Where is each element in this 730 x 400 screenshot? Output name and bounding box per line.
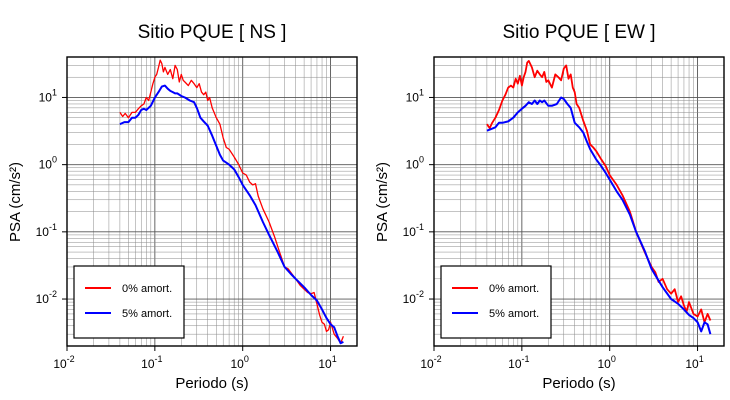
legend: 0% amort. 5% amort.: [73, 265, 185, 339]
legend-box: [440, 265, 552, 339]
grid: [66, 56, 358, 347]
legend-box: [73, 265, 185, 339]
plot-frame: [433, 56, 725, 347]
legend-label-1: 5% amort.: [489, 308, 539, 320]
chart-title: Sitio PQUE [ NS ]: [138, 22, 287, 43]
y-tick-label: 10-2: [36, 289, 57, 306]
plot-frame: [66, 56, 358, 347]
x-axis-label: Periodo (s): [175, 375, 248, 392]
y-tick-label: 10-1: [403, 222, 424, 239]
x-tick-label: 101: [318, 354, 336, 371]
series-line-1: [486, 96, 712, 335]
legend-label-0: 0% amort.: [489, 283, 539, 295]
x-tick-label: 10-1: [508, 354, 529, 371]
y-axis-label: PSA (cm/s²): [7, 162, 24, 242]
tick-labels: 10-2 10-1 100 101 10-2 10-1 100 101: [36, 87, 337, 371]
x-tick-label: 10-2: [53, 354, 74, 371]
x-tick-label: 100: [231, 354, 249, 371]
x-tick-label: 10-1: [141, 354, 162, 371]
legend-label-0: 0% amort.: [122, 283, 172, 295]
series-line-1: [119, 84, 344, 345]
y-axis-label: PSA (cm/s²): [374, 162, 391, 242]
y-tick-label: 100: [39, 155, 57, 172]
x-axis-label: Periodo (s): [542, 375, 615, 392]
series-group: [486, 60, 712, 335]
y-tick-label: 100: [406, 155, 424, 172]
series-line-0: [486, 60, 712, 324]
chart-ew: Sitio PQUE [ EW ] Periodo (s) PSA (cm/s²…: [374, 22, 725, 392]
chart-title: Sitio PQUE [ EW ]: [502, 22, 655, 43]
chart-ns: Sitio PQUE [ NS ] Periodo (s) PSA (cm/s²…: [7, 22, 358, 392]
legend-label-1: 5% amort.: [122, 308, 172, 320]
x-tick-label: 10-2: [420, 354, 441, 371]
y-tick-label: 101: [39, 87, 57, 104]
y-tick-label: 101: [406, 87, 424, 104]
y-tick-label: 10-2: [403, 289, 424, 306]
tick-labels: 10-2 10-1 100 101 10-2 10-1 100 101: [403, 87, 704, 371]
x-tick-label: 101: [685, 354, 703, 371]
x-tick-label: 100: [598, 354, 616, 371]
y-tick-label: 10-1: [36, 222, 57, 239]
series-group: [119, 59, 345, 345]
legend: 0% amort. 5% amort.: [440, 265, 552, 339]
